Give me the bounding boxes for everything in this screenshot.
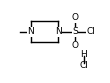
Text: Cl: Cl — [79, 61, 88, 70]
Text: O: O — [72, 13, 79, 22]
Text: Cl: Cl — [86, 27, 95, 36]
Text: O: O — [72, 41, 79, 50]
Text: N: N — [27, 27, 34, 36]
Text: S: S — [72, 27, 78, 36]
Text: N: N — [55, 27, 61, 36]
Text: H: H — [80, 50, 87, 59]
